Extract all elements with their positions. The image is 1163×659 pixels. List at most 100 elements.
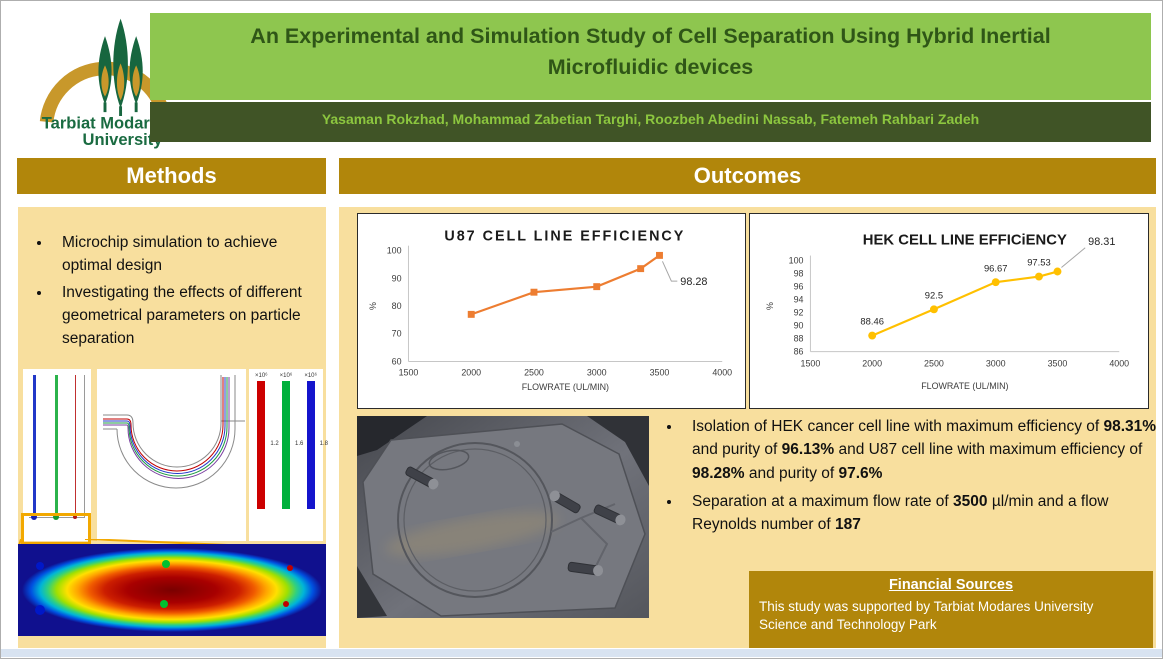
y-tick-label: 90 xyxy=(392,273,402,283)
green-particle-dot xyxy=(160,600,168,608)
data-marker xyxy=(1034,272,1043,281)
blue-particle xyxy=(31,514,37,520)
green-particle-dot xyxy=(162,560,170,568)
simulation-colorbars: ×10⁶ 1.2 ×10⁶ 1.6 ×10⁶ 1.8 xyxy=(249,369,328,541)
x-tick-label: 2500 xyxy=(924,358,944,368)
x-tick-label: 1500 xyxy=(801,358,821,368)
data-marker xyxy=(868,331,877,340)
annotation-leader xyxy=(1061,247,1086,268)
x-tick-label: 2000 xyxy=(862,358,882,368)
logo-text-line1: Tarbiat Modares xyxy=(42,114,168,133)
x-axis-label: FLOWRATE (UL/MIN) xyxy=(921,381,1008,391)
y-tick-label: 96 xyxy=(794,282,804,292)
data-label: 97.53 xyxy=(1027,257,1051,268)
x-tick-label: 3500 xyxy=(1048,358,1068,368)
x-tick-label: 3000 xyxy=(986,358,1006,368)
u-channel-drawing xyxy=(103,375,245,489)
outcomes-bullet-item: Separation at a maximum flow rate of 350… xyxy=(682,490,1162,537)
data-marker xyxy=(530,288,538,296)
x-tick-label: 4000 xyxy=(1109,358,1129,368)
green-particle xyxy=(53,514,59,520)
velocity-heatmap xyxy=(18,544,326,636)
logo-cypress-trees xyxy=(98,18,143,116)
methods-section-header: Methods xyxy=(17,158,326,194)
methods-bullet-item: Investigating the effects of different g… xyxy=(52,281,320,351)
hek-efficiency-chart: HEK CELL LINE EFFICiENCY 86 88 90 92 94 96 98 10… xyxy=(749,213,1149,409)
blue-particle-dot xyxy=(35,605,45,615)
tubing-ports xyxy=(405,466,626,577)
data-marker xyxy=(1053,267,1062,276)
data-label: 92.5 xyxy=(925,289,943,300)
blue-particle-dot xyxy=(36,562,44,570)
series-line xyxy=(871,270,1058,337)
y-tick-label: 92 xyxy=(794,308,804,318)
wall-line xyxy=(84,375,85,517)
y-tick-label: 100 xyxy=(387,246,402,256)
data-marker xyxy=(929,305,938,314)
y-tick-label: 70 xyxy=(392,329,402,339)
y-tick-label: 60 xyxy=(392,356,402,366)
hek-chart-svg: HEK CELL LINE EFFICiENCY 86 88 90 92 94 96 98 10… xyxy=(765,233,1129,392)
methods-bullet-list: Microchip simulation to achieve optimal … xyxy=(26,231,320,350)
x-tick-label: 3000 xyxy=(587,367,607,377)
data-label: 96.67 xyxy=(984,262,1008,273)
authors-strip: Yasaman Rokzhad, Mohammad Zabetian Targh… xyxy=(150,102,1151,142)
simulation-inlet-lines xyxy=(23,369,91,541)
logo-text-line2: University xyxy=(83,130,164,149)
y-tick-label: 100 xyxy=(789,255,804,265)
outcomes-section-header: Outcomes xyxy=(339,158,1156,194)
data-marker xyxy=(991,278,1000,287)
red-streamline xyxy=(75,375,76,517)
x-tick-label: 2000 xyxy=(461,367,481,377)
red-particle-dot xyxy=(283,601,289,607)
colorbar: ×10⁶ 1.8 xyxy=(302,369,328,541)
red-particle-dot xyxy=(287,565,293,571)
annotation-leader xyxy=(662,261,678,282)
x-axis-label: FLOWRATE (UL/MIN) xyxy=(522,382,609,392)
outcomes-panel: U87 CELL LINE EFFICIENCY 60 70 80 90 100 1500 2… xyxy=(339,207,1156,648)
x-tick-label: 3500 xyxy=(650,367,670,377)
data-marker xyxy=(637,265,645,273)
zoom-callout-rectangle xyxy=(21,513,91,545)
y-tick-label: 98 xyxy=(794,268,804,278)
y-tick-label: 88 xyxy=(794,334,804,344)
y-tick-label: 86 xyxy=(794,347,804,357)
y-tick-label: 90 xyxy=(794,321,804,331)
x-tick-label: 1500 xyxy=(399,367,419,377)
u87-chart-svg: U87 CELL LINE EFFICIENCY 60 70 80 90 100 1500 2… xyxy=(368,229,732,392)
y-tick-label: 80 xyxy=(392,301,402,311)
series-line xyxy=(470,254,661,316)
blue-streamline xyxy=(33,375,36,517)
chart-title: U87 CELL LINE EFFICIENCY xyxy=(444,229,685,245)
simulation-u-channel xyxy=(97,369,246,541)
financial-sources-box: Financial Sources This study was support… xyxy=(749,571,1153,648)
outcomes-bullet-list: Isolation of HEK cancer cell line with m… xyxy=(656,415,1162,541)
colorbar: ×10⁶ 1.6 xyxy=(277,369,303,541)
colorbar: ×10⁶ 1.2 xyxy=(252,369,279,541)
annotation-label: 98.28 xyxy=(680,276,707,288)
green-streamline xyxy=(55,375,58,517)
financial-sources-title: Financial Sources xyxy=(888,577,1014,593)
x-tick-label: 4000 xyxy=(712,367,732,377)
financial-sources-body: This study was supported by Tarbiat Moda… xyxy=(759,599,1094,633)
red-particle xyxy=(73,515,77,519)
annotation-label: 98.31 xyxy=(1088,236,1115,248)
outcomes-bullet-item: Isolation of HEK cancer cell line with m… xyxy=(682,415,1162,485)
data-marker xyxy=(656,251,663,259)
poster-title-box: An Experimental and Simulation Study of … xyxy=(150,13,1151,100)
y-axis-label: % xyxy=(765,302,775,310)
u87-efficiency-chart: U87 CELL LINE EFFICIENCY 60 70 80 90 100 1500 2… xyxy=(357,213,746,409)
bottom-strip xyxy=(1,649,1162,657)
x-tick-label: 2500 xyxy=(524,367,544,377)
y-axis-label: % xyxy=(368,302,378,310)
title-line2: Microfluidic devices xyxy=(547,55,754,80)
title-line1: An Experimental and Simulation Study of … xyxy=(250,24,1051,48)
data-marker xyxy=(593,283,601,291)
data-marker xyxy=(467,310,475,318)
chart-title: HEK CELL LINE EFFICiENCY xyxy=(863,233,1067,249)
data-label: 88.46 xyxy=(860,316,884,327)
methods-bullet-item: Microchip simulation to achieve optimal … xyxy=(52,231,320,278)
microfluidic-chip-photo xyxy=(357,416,649,618)
methods-panel: Microchip simulation to achieve optimal … xyxy=(18,207,328,648)
